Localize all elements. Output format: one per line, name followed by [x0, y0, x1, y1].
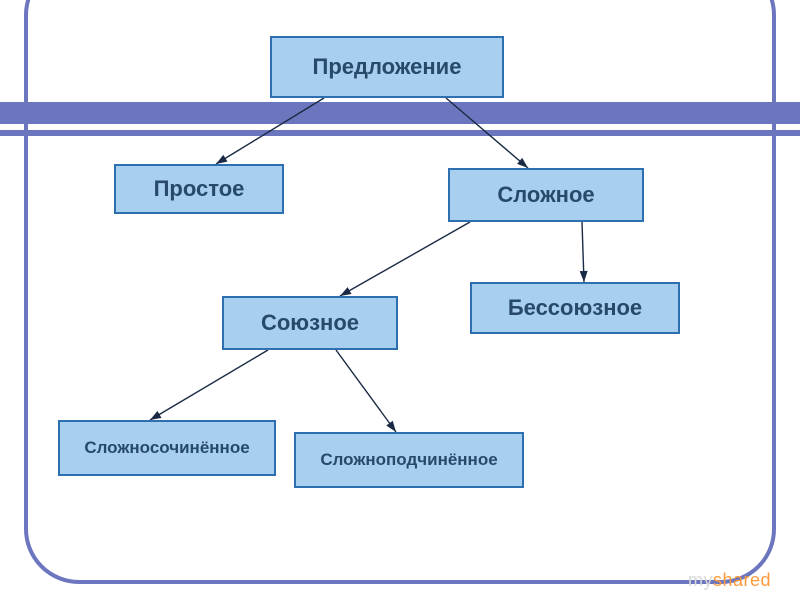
node-complex: Сложное	[448, 168, 644, 222]
node-subord: Сложноподчинённое	[294, 432, 524, 488]
node-label-root: Предложение	[313, 54, 462, 79]
node-label-coord: Сложносочинённое	[84, 438, 249, 458]
node-coord: Сложносочинённое	[58, 420, 276, 476]
watermark-part-0: my	[688, 570, 713, 590]
node-conj: Союзное	[222, 296, 398, 350]
diagram-canvas: Предложение Простое Сложное Союзное Бессоюзн…	[0, 0, 800, 600]
node-label-conj: Союзное	[261, 310, 359, 335]
node-label-complex: Сложное	[497, 182, 594, 207]
watermark-part-1: shared	[713, 570, 771, 590]
node-label-subord: Сложноподчинённое	[320, 450, 497, 470]
watermark: myshared	[688, 570, 771, 591]
node-label-simple: Простое	[154, 176, 245, 201]
node-root: Предложение	[270, 36, 504, 98]
node-simple: Простое	[114, 164, 284, 214]
node-asynd: Бессоюзное	[470, 282, 680, 334]
node-label-asynd: Бессоюзное	[508, 295, 642, 320]
